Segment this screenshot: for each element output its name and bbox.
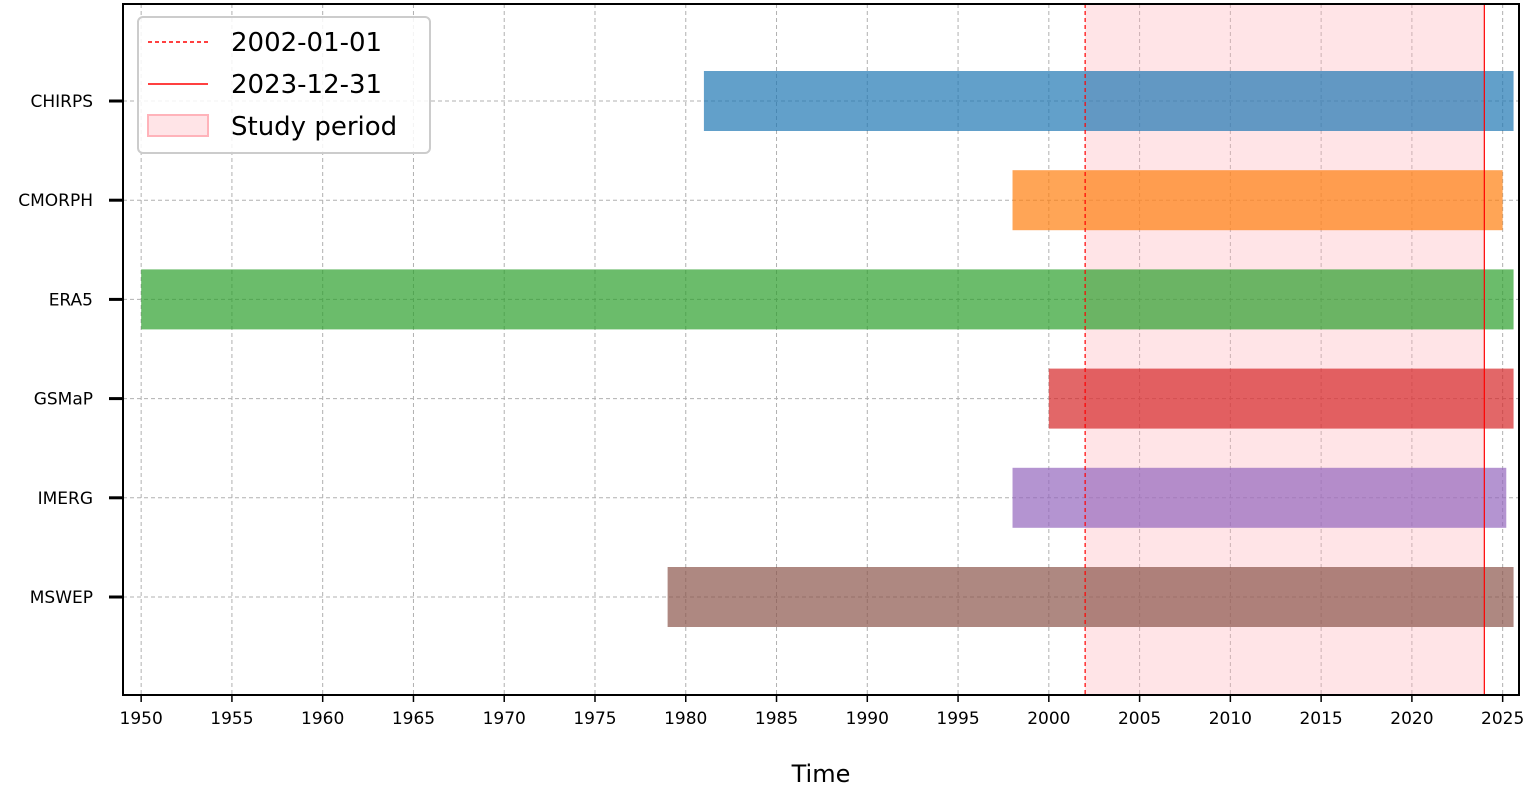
y-tick-label: MSWEP (30, 588, 93, 608)
y-tick-label: ERA5 (49, 290, 93, 310)
x-tick-label: 1985 (755, 709, 798, 729)
x-tick-label: 2000 (1027, 709, 1070, 729)
x-tick-label: 1950 (120, 709, 163, 729)
plot-frame (122, 3, 1520, 696)
x-tick-label: 2010 (1209, 709, 1252, 729)
y-tick-label: IMERG (38, 489, 93, 509)
bar-gsmap (1048, 368, 1514, 429)
x-axis: 1950 1955 1960 1965 1970 1975 1980 1985 1990 1995… (120, 695, 1524, 729)
legend-end-label: 2023-12-31 (231, 70, 382, 100)
x-tick-label: 1995 (936, 709, 979, 729)
bar-imerg (1012, 467, 1507, 528)
x-tick-label: 2005 (1118, 709, 1161, 729)
legend: 2002-01-01 2023-12-31 Study period (137, 16, 431, 154)
x-tick-label: 1955 (210, 709, 253, 729)
legend-study-period-swatch (147, 114, 209, 137)
bar-chirps (703, 71, 1514, 131)
bar-era5 (141, 269, 1514, 330)
legend-study-period-label: Study period (231, 112, 397, 142)
bar-mswep (667, 567, 1514, 627)
x-tick-label: 1990 (846, 709, 889, 729)
x-tick-label: 1960 (301, 709, 344, 729)
x-tick-label: 1970 (483, 709, 526, 729)
x-tick-label: 2020 (1390, 709, 1433, 729)
legend-box (137, 16, 431, 154)
x-tick-label: 2025 (1481, 709, 1524, 729)
x-tick-label: 1965 (392, 709, 435, 729)
x-tick-label: 1975 (573, 709, 616, 729)
x-axis-title: Time (791, 760, 851, 788)
dataset-bars (141, 71, 1514, 627)
x-tick-label: 1980 (664, 709, 707, 729)
y-tick-label: CMORPH (18, 191, 93, 211)
y-tick-label: CHIRPS (30, 92, 93, 112)
x-tick-label: 2015 (1299, 709, 1342, 729)
y-axis: CHIRPS CMORPH ERA5 GSMaP IMERG MSWEP (18, 92, 123, 608)
study-period-lines (1084, 4, 1485, 695)
legend-start-label: 2002-01-01 (231, 28, 382, 58)
bar-cmorph (1012, 170, 1503, 231)
y-tick-label: GSMaP (34, 390, 93, 410)
